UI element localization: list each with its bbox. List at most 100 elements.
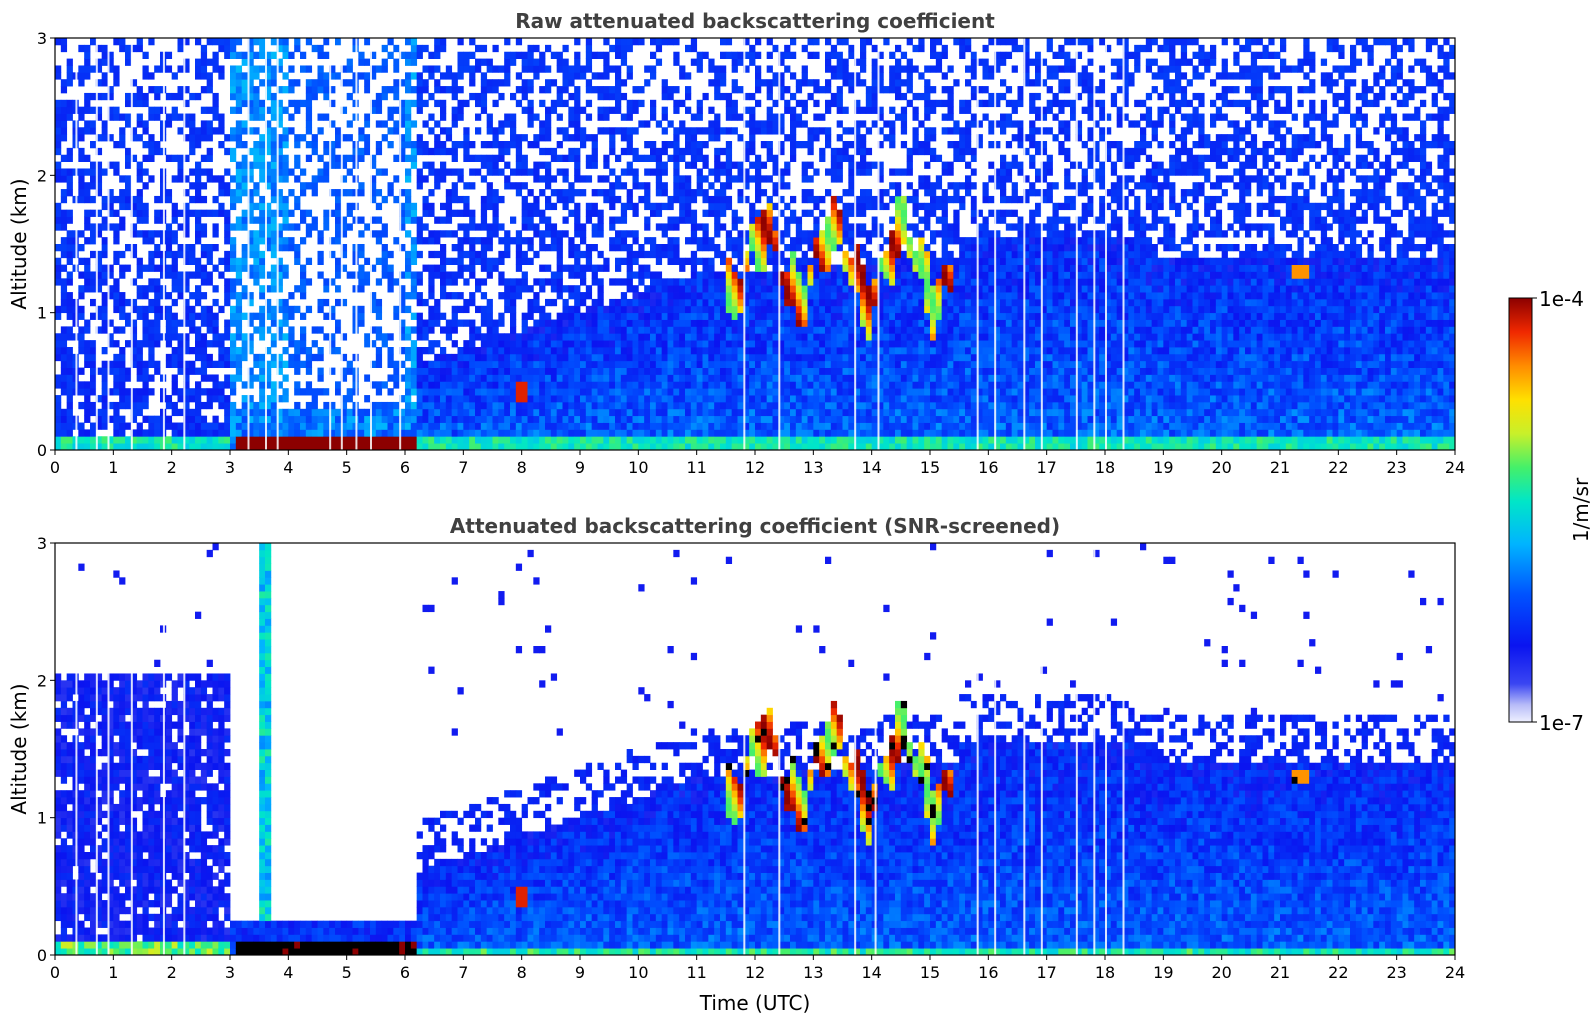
heatmap-cell <box>545 374 552 382</box>
heatmap-cell <box>574 175 581 183</box>
heatmap-cell <box>276 422 283 430</box>
heatmap-cell <box>737 326 744 334</box>
heatmap-cell <box>568 340 575 348</box>
heatmap-cell <box>556 374 563 382</box>
heatmap-cell <box>580 388 587 396</box>
heatmap-cell <box>539 305 546 314</box>
heatmap-cell <box>480 292 488 300</box>
heatmap-cell <box>521 65 528 73</box>
heatmap-cell <box>265 298 272 307</box>
heatmap-cell <box>270 99 278 108</box>
heatmap-cell <box>749 381 756 389</box>
heatmap-cell <box>95 408 103 417</box>
heatmap-cell <box>428 436 435 444</box>
heatmap-cell <box>317 230 324 238</box>
heatmap-cell <box>265 161 272 169</box>
heatmap-cell <box>725 271 733 279</box>
heatmap-cell <box>632 168 639 176</box>
heatmap-cell <box>294 408 301 417</box>
heatmap-cell <box>288 333 295 341</box>
heatmap-cell <box>440 72 447 80</box>
heatmap-cell <box>206 209 213 217</box>
heatmap-cell <box>690 319 698 327</box>
heatmap-cell <box>790 250 797 259</box>
heatmap-cell <box>364 278 371 286</box>
heatmap-cell <box>60 374 68 382</box>
heatmap-cell <box>241 51 248 59</box>
heatmap-cell <box>562 347 569 355</box>
heatmap-cell <box>801 333 808 341</box>
heatmap-cell <box>801 388 808 396</box>
heatmap-cell <box>632 333 639 341</box>
heatmap-cell <box>766 244 773 252</box>
heatmap-cell <box>644 381 651 389</box>
heatmap-cell <box>638 86 645 94</box>
heatmap-cell <box>183 374 190 382</box>
heatmap-cell <box>177 278 184 286</box>
heatmap-cell <box>130 154 138 162</box>
panel-raw: Raw attenuated backscattering coefficien… <box>7 9 1465 477</box>
heatmap-cell <box>329 278 336 286</box>
heatmap-cell <box>527 401 534 410</box>
heatmap-cell <box>650 319 657 327</box>
heatmap-cell <box>445 353 453 362</box>
heatmap-cell <box>434 374 441 382</box>
heatmap-cell <box>294 44 301 53</box>
heatmap-cell <box>125 202 132 211</box>
heatmap-cell <box>609 182 616 190</box>
heatmap-cell <box>469 395 476 403</box>
heatmap-cell <box>346 436 353 444</box>
heatmap-cell <box>766 360 773 368</box>
heatmap-cell <box>445 230 453 238</box>
heatmap-cell <box>183 65 190 73</box>
heatmap-cell <box>679 422 686 430</box>
heatmap-cell <box>585 305 593 314</box>
heatmap-cell <box>101 244 108 252</box>
heatmap-cell <box>107 106 114 114</box>
heatmap-cell <box>195 429 202 437</box>
heatmap-cell <box>101 381 108 389</box>
heatmap-cell <box>130 44 138 53</box>
heatmap-cell <box>451 395 458 403</box>
heatmap-cell <box>609 86 616 94</box>
heatmap-cell <box>597 367 604 375</box>
heatmap-cell <box>760 319 768 327</box>
heatmap-cell <box>801 395 808 403</box>
heatmap-cell <box>720 347 727 355</box>
heatmap-cell <box>731 278 738 286</box>
heatmap-cell <box>183 86 190 94</box>
heatmap-cell <box>795 381 803 389</box>
heatmap-cell <box>720 381 727 389</box>
heatmap-cell <box>655 305 663 314</box>
heatmap-cell <box>440 264 447 272</box>
heatmap-cell <box>510 216 517 224</box>
heatmap-cell <box>101 51 108 59</box>
heatmap-cell <box>521 436 528 444</box>
heatmap-cell <box>673 312 680 320</box>
heatmap-cell <box>731 161 738 169</box>
heatmap-cell <box>463 353 470 362</box>
heatmap-cell <box>790 374 797 382</box>
heatmap-cell <box>801 72 808 80</box>
heatmap-cell <box>171 92 178 101</box>
heatmap-cell <box>673 175 680 183</box>
heatmap-cell <box>545 134 552 142</box>
heatmap-cell <box>469 443 476 450</box>
heatmap-cell <box>655 367 663 375</box>
heatmap-cell <box>603 175 610 183</box>
heatmap-cell <box>259 429 266 437</box>
heatmap-cell <box>200 360 208 368</box>
heatmap-cell <box>259 271 266 279</box>
heatmap-cell <box>632 429 639 437</box>
heatmap-cell <box>533 360 540 368</box>
heatmap-cell <box>288 209 295 217</box>
heatmap-cell <box>276 326 283 334</box>
heatmap-cell <box>195 209 202 217</box>
heatmap-cell <box>469 154 476 162</box>
heatmap-cell <box>422 147 429 156</box>
heatmap-cell <box>136 271 143 279</box>
heatmap-cell <box>574 388 581 396</box>
heatmap-cell <box>731 436 738 444</box>
heatmap-cell <box>300 278 307 286</box>
heatmap-cell <box>405 422 412 430</box>
